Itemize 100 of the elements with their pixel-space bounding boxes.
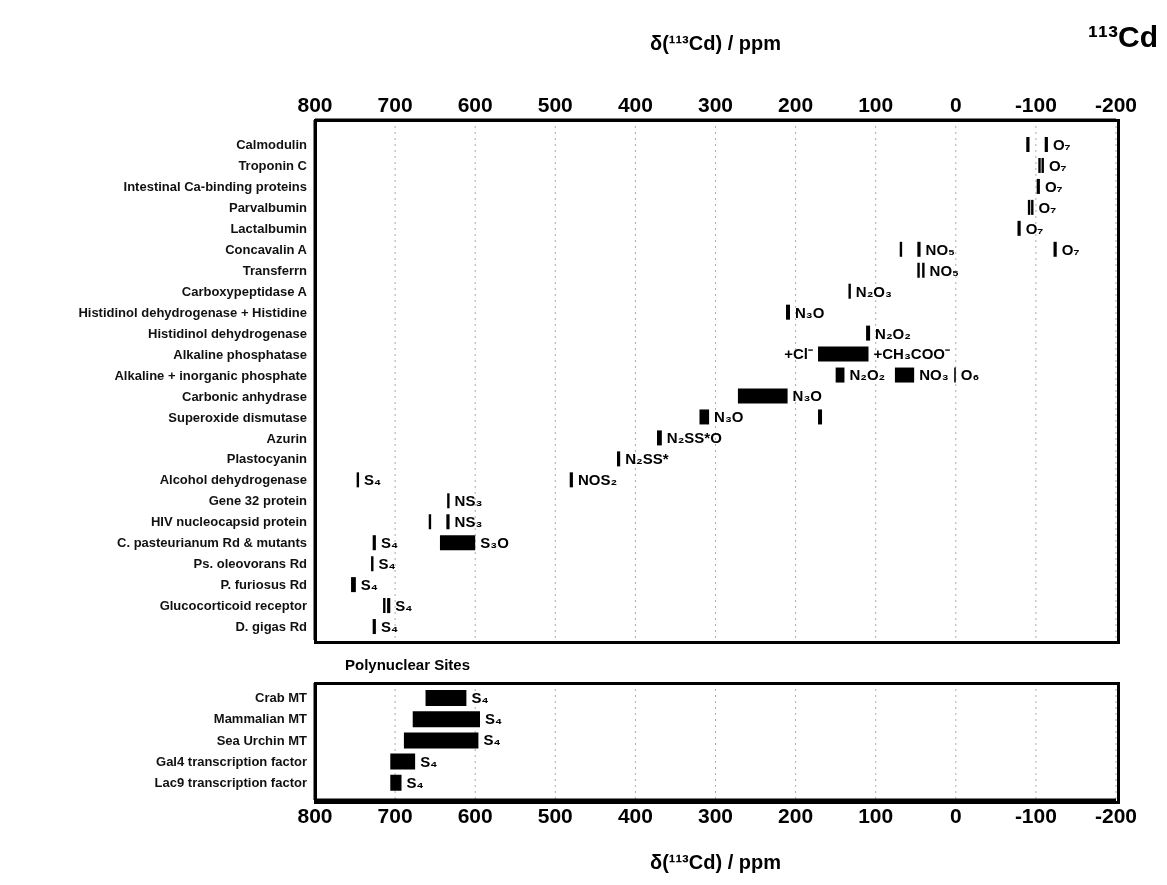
bar [835, 367, 845, 383]
annotation: O₇ [1052, 135, 1071, 153]
annotation: +Cl⁻ [784, 345, 814, 363]
y-tick-label: Lactalbumin [230, 220, 308, 236]
x-tick-label: 200 [778, 93, 814, 116]
annotation: NS₃ [454, 492, 483, 510]
bar [922, 262, 925, 278]
annotation: S₄ [395, 596, 413, 614]
annotation: O₇ [1038, 198, 1057, 216]
annotation: N₃O [792, 387, 823, 405]
bar [1044, 137, 1048, 152]
bar [894, 367, 915, 383]
y-tick-label: Histidinol dehydrogenase + Histidine [78, 304, 307, 320]
bar [390, 753, 416, 770]
x-tick-label: -200 [1094, 93, 1138, 116]
annotation: NO₃ [919, 366, 949, 384]
y-tick-label: Ps. oleovorans Rd [193, 556, 308, 572]
annotation: S₄ [378, 555, 396, 573]
bar [412, 711, 481, 728]
x-tick-label: 600 [457, 803, 493, 827]
bar [917, 241, 921, 257]
bar [818, 346, 869, 362]
annotation: NO₅ [925, 240, 956, 258]
bar [866, 325, 871, 341]
y-tick-label: Transferrn [242, 262, 308, 278]
x-tick-label: -200 [1094, 803, 1138, 827]
text: ¹¹³Cd [1088, 20, 1158, 54]
x-tick-label: 400 [617, 803, 653, 827]
bar [737, 388, 788, 404]
x-axis-title: δ(¹¹³Cd) / ppm [649, 851, 782, 874]
bar [818, 409, 823, 425]
y-tick-label: Mammalian MT [213, 711, 308, 727]
y-tick-label: Lac9 transcription factor [154, 775, 307, 791]
x-tick-label: 100 [858, 93, 894, 116]
annotation: S₄ [360, 576, 379, 593]
bar [425, 690, 467, 706]
y-tick-label: Plastocyanin [226, 451, 308, 467]
bar [616, 451, 621, 467]
y-tick-label: P. furiosus Rd [220, 577, 308, 593]
y-tick-label: D. gigas Rd [235, 619, 308, 635]
annotation: NO₅ [929, 261, 960, 279]
y-tick-label: Intestinal Ca-binding proteins [123, 179, 307, 195]
annotation: S₄ [420, 752, 438, 770]
chart-title: Polynuclear Sites [345, 656, 471, 673]
annotation: N₃O [714, 408, 744, 426]
x-tick-label: 700 [377, 803, 413, 827]
x-tick-label: -100 [1014, 803, 1057, 827]
annotation: S₄ [483, 731, 501, 749]
y-tick-label: Alkaline phosphatase [173, 346, 307, 362]
x-tick-label: 100 [858, 803, 894, 827]
annotation: S₄ [406, 773, 424, 791]
y-tick-label: Calmodulin [236, 137, 308, 153]
bar [1026, 137, 1030, 152]
bar [699, 409, 710, 425]
annotation: N₂O₂ [849, 366, 886, 384]
annotation: S₄ [471, 689, 489, 706]
x-tick-label: 300 [697, 93, 734, 116]
y-tick-label: Glucocorticoid receptor [159, 598, 307, 614]
bar [1053, 241, 1057, 257]
y-tick-label: Histidinol dehydrogenase [148, 325, 307, 341]
bar [372, 619, 376, 635]
annotation: S₃O [480, 534, 510, 552]
y-tick-label: Carbonic anhydrase [182, 388, 307, 404]
y-tick-label: Gene 32 protein [208, 493, 308, 509]
bar [446, 514, 450, 530]
x-tick-label: 500 [537, 93, 573, 116]
annotation: +CH₃COO⁻ [873, 345, 951, 363]
annotation: N₂O₃ [855, 282, 893, 300]
annotation: N₂SS*O [666, 429, 723, 447]
annotation: O₇ [1061, 240, 1080, 258]
annotation: N₂SS* [625, 450, 669, 468]
bar [447, 493, 450, 509]
x-tick-label: 800 [297, 803, 333, 827]
y-tick-label: HIV nucleocapsid protein [150, 514, 308, 530]
y-tick-label: Crab MT [255, 690, 308, 706]
x-tick-label: -100 [1014, 93, 1057, 116]
annotation: NS₃ [454, 513, 483, 531]
bar [917, 262, 920, 278]
bar [351, 577, 356, 593]
x-tick-label: 800 [297, 93, 333, 116]
y-tick-label: Concavalin A [225, 241, 308, 257]
bar [387, 598, 391, 614]
bar [1036, 178, 1040, 194]
bar [439, 535, 476, 551]
x-tick-label: 400 [617, 93, 653, 116]
y-tick-label: Troponin C [238, 158, 308, 174]
bar [390, 774, 402, 791]
y-tick-label: Gal4 transcription factor [156, 753, 307, 769]
x-tick-label: 600 [457, 93, 493, 116]
y-tick-label: Carboxypeptidase A [181, 283, 308, 299]
x-tick-label: 200 [778, 803, 814, 827]
y-tick-label: Alcohol dehydrogenase [159, 472, 307, 488]
annotation: S₄ [380, 534, 399, 552]
x-tick-label: 0 [949, 803, 962, 827]
x-tick-label: 700 [377, 93, 413, 116]
x-tick-label: 0 [949, 93, 962, 116]
annotation: S₄ [380, 617, 399, 635]
annotation: O₆ [960, 366, 980, 384]
annotation: S₄ [364, 471, 382, 489]
bar [785, 304, 790, 320]
